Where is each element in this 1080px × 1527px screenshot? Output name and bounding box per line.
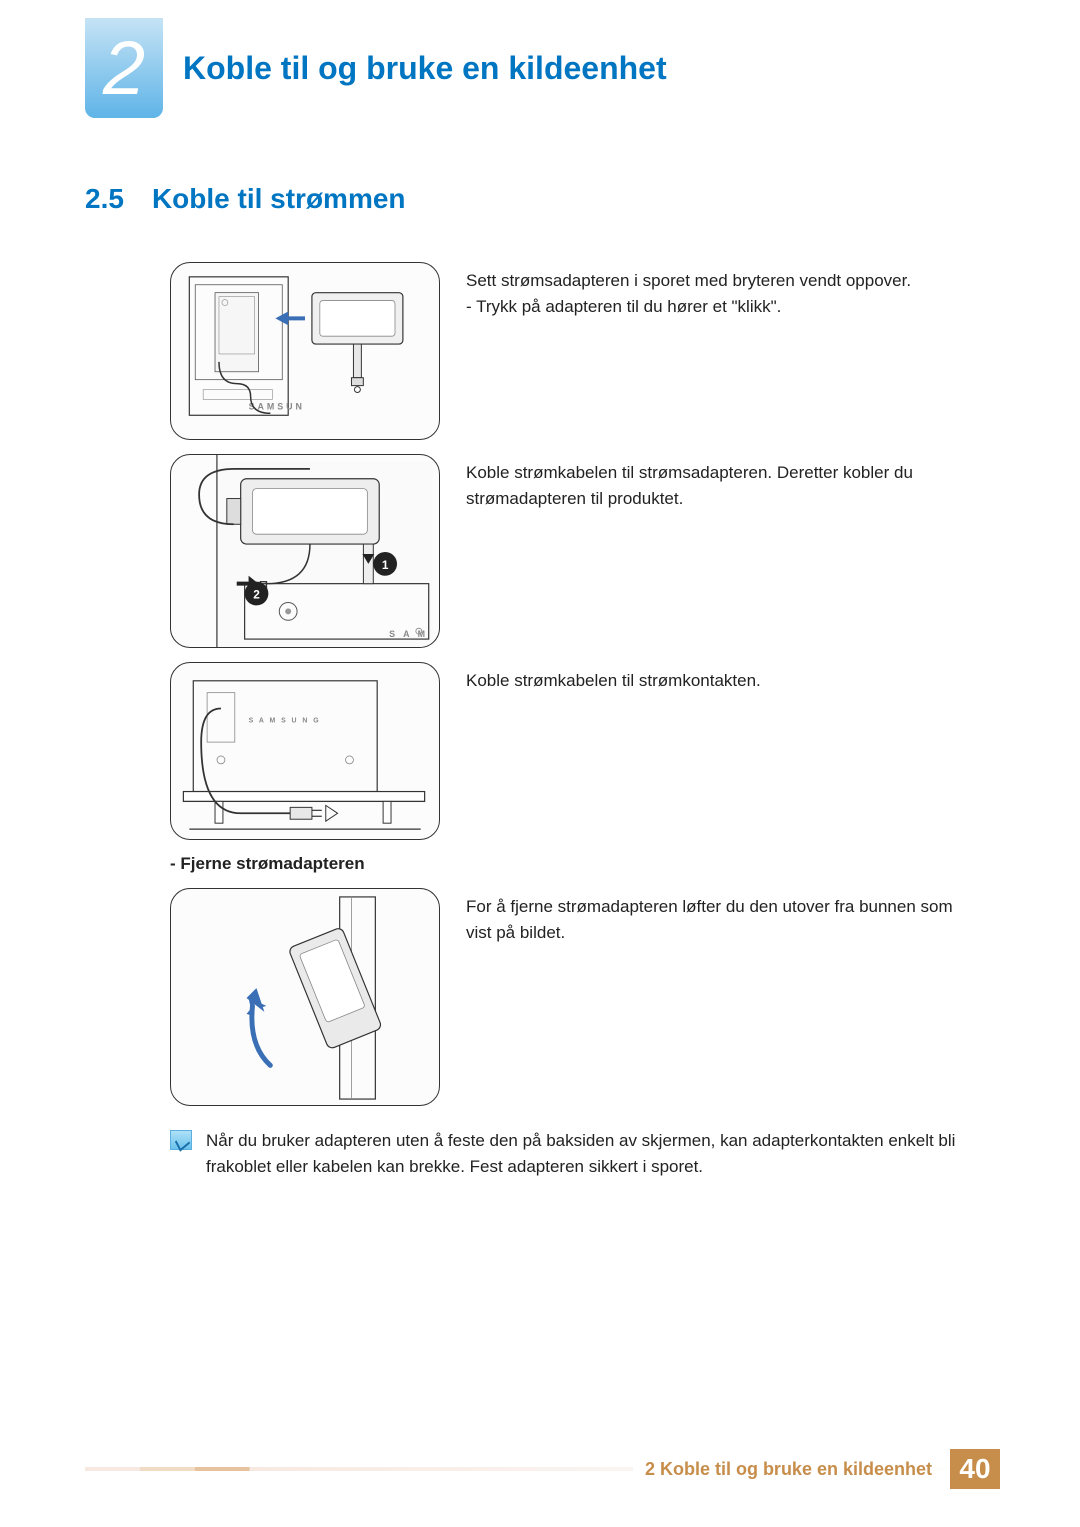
step-1-line-2: - Trykk på adapteren til du hører et "kl… [466, 294, 911, 320]
figure-2: 1 2 S A M [170, 454, 440, 648]
page-footer: 2 Koble til og bruke en kildeenhet 40 [85, 1449, 1000, 1489]
step-4-line-1: For å fjerne strømadapteren løfter du de… [466, 894, 975, 947]
step-1-text: Sett strømsadapteren i sporet med bryter… [466, 262, 911, 321]
step-3: S A M S U N G Koble strømkabelen til str… [170, 662, 975, 840]
figure-3: S A M S U N G [170, 662, 440, 840]
step-2-line-1: Koble strømkabelen til strømsadapteren. … [466, 460, 975, 513]
chapter-number-badge: 2 [85, 18, 163, 118]
chapter-number: 2 [103, 25, 145, 112]
brand-label-2: S A M S U N G [249, 717, 321, 724]
figure-4 [170, 888, 440, 1106]
note-icon [170, 1130, 192, 1150]
note-block: Når du bruker adapteren uten å feste den… [170, 1128, 975, 1181]
step-1-line-1: Sett strømsadapteren i sporet med bryter… [466, 268, 911, 294]
step-4-text: For å fjerne strømadapteren løfter du de… [466, 888, 975, 947]
chapter-title: Koble til og bruke en kildeenhet [183, 50, 667, 87]
page-number-badge: 40 [950, 1449, 1000, 1489]
content-area: SAMSUN Sett strømsadapteren i sporet med… [170, 262, 975, 1181]
svg-text:2: 2 [253, 588, 260, 602]
section-title: Koble til strømmen [152, 183, 406, 214]
subheading-remove-adapter: - Fjerne strømadapteren [170, 854, 975, 874]
step-2-text: Koble strømkabelen til strømsadapteren. … [466, 454, 975, 513]
step-2: 1 2 S A M Koble strømkabelen til strømsa… [170, 454, 975, 648]
step-3-text: Koble strømkabelen til strømkontakten. [466, 662, 761, 694]
step-3-line-1: Koble strømkabelen til strømkontakten. [466, 668, 761, 694]
svg-text:1: 1 [382, 558, 389, 572]
chapter-header: 2 Koble til og bruke en kildeenhet [85, 18, 667, 118]
brand-label-short: S A M [389, 629, 428, 639]
footer-chapter-ref: 2 Koble til og bruke en kildeenhet [633, 1459, 932, 1480]
step-4: For å fjerne strømadapteren løfter du de… [170, 888, 975, 1106]
page-number: 40 [959, 1453, 990, 1485]
figure-1: SAMSUN [170, 262, 440, 440]
section-number: 2.5 [85, 183, 124, 214]
note-text: Når du bruker adapteren uten å feste den… [206, 1128, 975, 1181]
step-1: SAMSUN Sett strømsadapteren i sporet med… [170, 262, 975, 440]
section-heading: 2.5 Koble til strømmen [85, 183, 406, 215]
